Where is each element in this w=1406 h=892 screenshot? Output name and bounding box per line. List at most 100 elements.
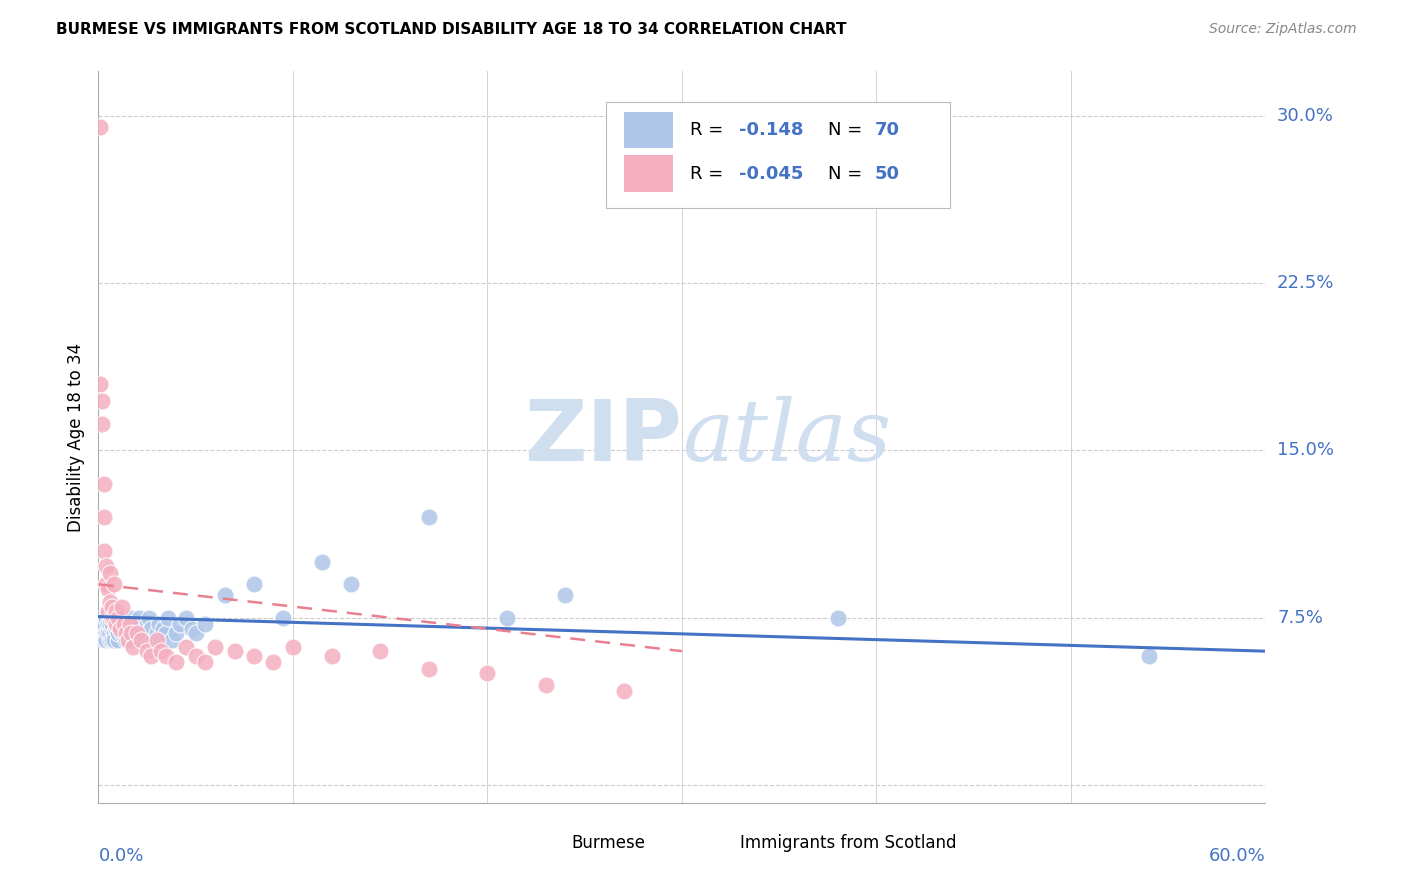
Y-axis label: Disability Age 18 to 34: Disability Age 18 to 34 [66, 343, 84, 532]
Text: atlas: atlas [682, 396, 891, 478]
Text: Source: ZipAtlas.com: Source: ZipAtlas.com [1209, 22, 1357, 37]
Point [121, 611, 143, 625]
Point [93, 510, 115, 524]
Point [117, 626, 139, 640]
Point [96, 611, 118, 625]
Point [271, 611, 294, 625]
Point [91, 611, 114, 625]
Point [194, 617, 217, 632]
Point [98, 633, 121, 648]
Point [96, 633, 118, 648]
Point [103, 611, 125, 625]
Point [194, 655, 217, 669]
Point [122, 626, 145, 640]
Point [98, 626, 121, 640]
Text: -0.148: -0.148 [740, 121, 804, 139]
FancyBboxPatch shape [624, 112, 672, 148]
Point [827, 611, 849, 625]
Point [149, 633, 172, 648]
Point [418, 662, 440, 676]
Point [184, 626, 207, 640]
Point [180, 622, 202, 636]
Point [129, 633, 152, 648]
Point [321, 648, 343, 663]
FancyBboxPatch shape [524, 829, 560, 858]
Point [112, 617, 135, 632]
Text: 7.5%: 7.5% [1277, 608, 1323, 627]
Point [101, 622, 124, 636]
Point [554, 589, 576, 603]
Point [142, 633, 165, 648]
Text: 30.0%: 30.0% [1277, 107, 1334, 125]
Text: Burmese: Burmese [571, 834, 645, 852]
Point [93, 633, 115, 648]
Point [103, 611, 125, 625]
Point [98, 617, 121, 632]
Point [101, 633, 124, 648]
Point [104, 604, 127, 618]
Text: ZIP: ZIP [524, 395, 682, 479]
Point [1137, 648, 1160, 663]
Point [224, 644, 246, 658]
Point [127, 617, 149, 632]
Point [97, 582, 120, 596]
Point [91, 417, 114, 431]
Point [184, 648, 207, 663]
Point [107, 611, 129, 625]
Point [114, 626, 136, 640]
Point [93, 617, 115, 632]
Point [108, 622, 131, 636]
Point [96, 577, 118, 591]
Point [107, 626, 129, 640]
Point [311, 555, 333, 569]
Point [496, 611, 519, 625]
Point [214, 589, 236, 603]
Point [96, 559, 118, 574]
Point [148, 617, 170, 632]
FancyBboxPatch shape [606, 102, 950, 208]
Point [128, 611, 150, 625]
Point [111, 599, 134, 614]
Point [104, 622, 127, 636]
Point [613, 684, 636, 698]
Point [97, 622, 120, 636]
Point [98, 566, 121, 581]
Text: Immigrants from Scotland: Immigrants from Scotland [741, 834, 956, 852]
Text: N =: N = [828, 121, 868, 139]
Point [93, 544, 115, 558]
Point [97, 617, 120, 632]
Point [117, 633, 139, 648]
Text: 0.0%: 0.0% [98, 847, 143, 865]
Point [136, 644, 159, 658]
Point [138, 611, 160, 625]
Point [162, 633, 184, 648]
Point [204, 640, 226, 654]
Point [477, 666, 499, 681]
FancyBboxPatch shape [624, 155, 672, 192]
Point [152, 622, 174, 636]
Text: BURMESE VS IMMIGRANTS FROM SCOTLAND DISABILITY AGE 18 TO 34 CORRELATION CHART: BURMESE VS IMMIGRANTS FROM SCOTLAND DISA… [56, 22, 846, 37]
Point [91, 626, 114, 640]
Point [155, 648, 177, 663]
Point [112, 622, 135, 636]
Point [146, 633, 169, 648]
FancyBboxPatch shape [693, 829, 728, 858]
Text: R =: R = [690, 121, 730, 139]
Point [262, 655, 284, 669]
Point [111, 626, 134, 640]
Point [112, 617, 135, 632]
Point [124, 633, 146, 648]
Point [118, 622, 141, 636]
Point [121, 626, 143, 640]
Point [281, 640, 304, 654]
Point [243, 577, 266, 591]
Point [129, 626, 152, 640]
Text: 70: 70 [875, 121, 900, 139]
Point [98, 611, 121, 625]
Point [169, 617, 191, 632]
Point [107, 633, 129, 648]
Point [96, 626, 118, 640]
Text: 50: 50 [875, 165, 900, 183]
Point [107, 617, 129, 632]
Point [117, 617, 139, 632]
